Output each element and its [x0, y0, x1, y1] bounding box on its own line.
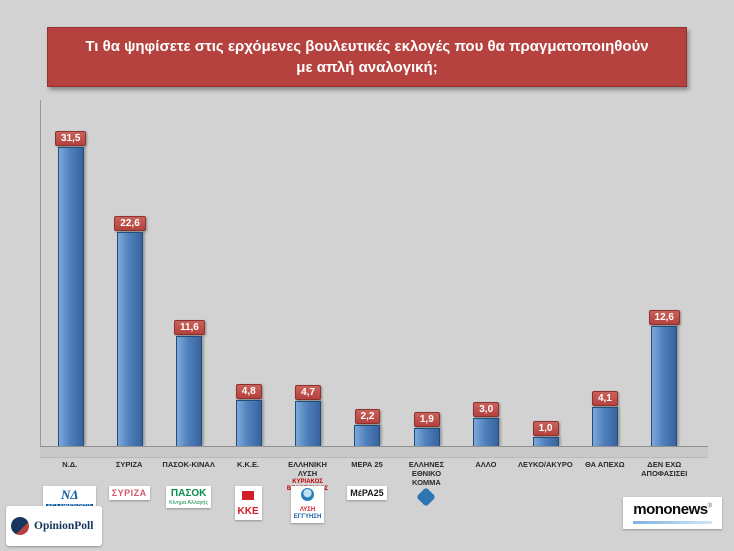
category-label: ΑΛΛΟ — [475, 460, 497, 469]
bar — [176, 336, 203, 446]
category-label: ΜΕΡΑ 25 — [351, 460, 383, 469]
bar-group-10: 12,6 — [635, 100, 694, 446]
category-label: ΔΕΝ ΕΧΩ ΑΠΟΦΑΣΙΣΕΙ — [641, 460, 688, 478]
bar — [295, 401, 322, 446]
pasok-party-logo: ΠΑΣΟΚ Κίνημα Αλλαγής — [166, 486, 212, 508]
value-label: 1,0 — [532, 421, 559, 436]
kke-logo-icon — [242, 491, 255, 500]
bar-group-2: 11,6 — [160, 100, 219, 446]
category-label: ΛΕΥΚΟ/ΑΚΥΡΟ — [518, 460, 573, 469]
ellines-party-logo — [416, 486, 437, 511]
bar-group-4: 4,7 — [278, 100, 337, 446]
bar-group-0: 31,5 — [41, 100, 100, 446]
bar-group-8: 1,0 — [516, 100, 575, 446]
logo-cell: ΜέΡΑ25 — [337, 486, 396, 501]
lysi-logo-icon — [301, 488, 315, 501]
logo-cell — [397, 486, 456, 511]
opinionpoll-logo-text: OpinionPoll — [34, 520, 94, 532]
logo-cell: ΛΥΣΗ ΕΓΓΥΗΣΗ — [278, 486, 337, 524]
value-label: 4,8 — [235, 384, 262, 399]
opinionpoll-logo: OpinionPoll — [6, 506, 102, 546]
category-label: ΣΥΡΙΖΑ — [115, 460, 143, 469]
category-label: ΕΛΛΗΝΕΣ ΕΘΝΙΚΟ ΚΟΜΜΑ — [408, 460, 445, 487]
mononews-logo-text: mononews — [633, 501, 708, 518]
category-label: ΠΑΣΟΚ-ΚΙΝΑΛ — [162, 460, 215, 469]
logo-cell: ΣΥΡΙΖΑ — [99, 486, 158, 501]
bar-group-6: 1,9 — [397, 100, 456, 446]
value-label: 4,1 — [591, 391, 618, 406]
bar — [117, 232, 144, 446]
chart-floor — [40, 446, 708, 458]
value-label: 1,9 — [413, 412, 440, 427]
bar — [532, 437, 559, 446]
logo-cell: ΚΚΕ — [218, 486, 277, 520]
bar-group-5: 2,2 — [338, 100, 397, 446]
value-label: 22,6 — [114, 216, 146, 231]
mononews-registered-mark: ® — [707, 503, 712, 510]
category-label: ΘΑ ΑΠΕΧΩ — [584, 460, 625, 469]
bar — [57, 147, 84, 446]
bar — [235, 400, 262, 446]
category-label: Κ.Κ.Ε. — [237, 460, 260, 469]
value-label: 3,0 — [473, 402, 500, 417]
lysi-party-logo: ΛΥΣΗ ΕΓΓΥΗΣΗ — [290, 486, 325, 524]
ellines-logo-icon — [416, 487, 437, 507]
bar-group-3: 4,8 — [219, 100, 278, 446]
syriza-party-logo: ΣΥΡΙΖΑ — [108, 486, 150, 501]
bar — [591, 407, 618, 446]
bar-chart: 31,5 22,6 11,6 4,8 4,7 2,2 1,9 3,0 1,0 4,1 12,6 Ν.… — [40, 100, 708, 540]
value-label: 31,5 — [54, 131, 87, 146]
opinionpoll-logo-icon — [11, 517, 29, 535]
bar — [413, 428, 440, 446]
value-label: 4,7 — [295, 385, 322, 400]
kke-party-logo: ΚΚΕ — [234, 486, 262, 520]
plot-area: 31,5 22,6 11,6 4,8 4,7 2,2 1,9 3,0 1,0 4,1 12,6 — [40, 100, 694, 446]
mononews-logo: mononews® — [623, 497, 722, 529]
party-logos: ΝΔΝΕΑ ΔΗΜΟΚΡΑΤΙΑΣΥΡΙΖΑΠΑΣΟΚΚίνημα Αλλαγή… — [40, 486, 694, 524]
mera25-party-logo: ΜέΡΑ25 — [347, 486, 387, 501]
bar-group-9: 4,1 — [575, 100, 634, 446]
bar-group-7: 3,0 — [457, 100, 516, 446]
mononews-tagline-strip — [633, 521, 712, 524]
bar — [651, 326, 678, 446]
bar — [473, 418, 500, 446]
value-label: 2,2 — [354, 409, 381, 424]
chart-title-banner: Τι θα ψηφίσετε στις ερχόμενες βουλευτικέ… — [47, 27, 687, 87]
value-label: 12,6 — [648, 310, 680, 325]
category-label: Ν.Δ. — [62, 460, 78, 469]
value-label: 11,6 — [173, 320, 205, 335]
bar — [354, 425, 381, 446]
chart-title: Τι θα ψηφίσετε στις ερχόμενες βουλευτικέ… — [85, 38, 649, 76]
logo-cell: ΠΑΣΟΚ Κίνημα Αλλαγής — [159, 486, 218, 508]
bar-group-1: 22,6 — [100, 100, 159, 446]
